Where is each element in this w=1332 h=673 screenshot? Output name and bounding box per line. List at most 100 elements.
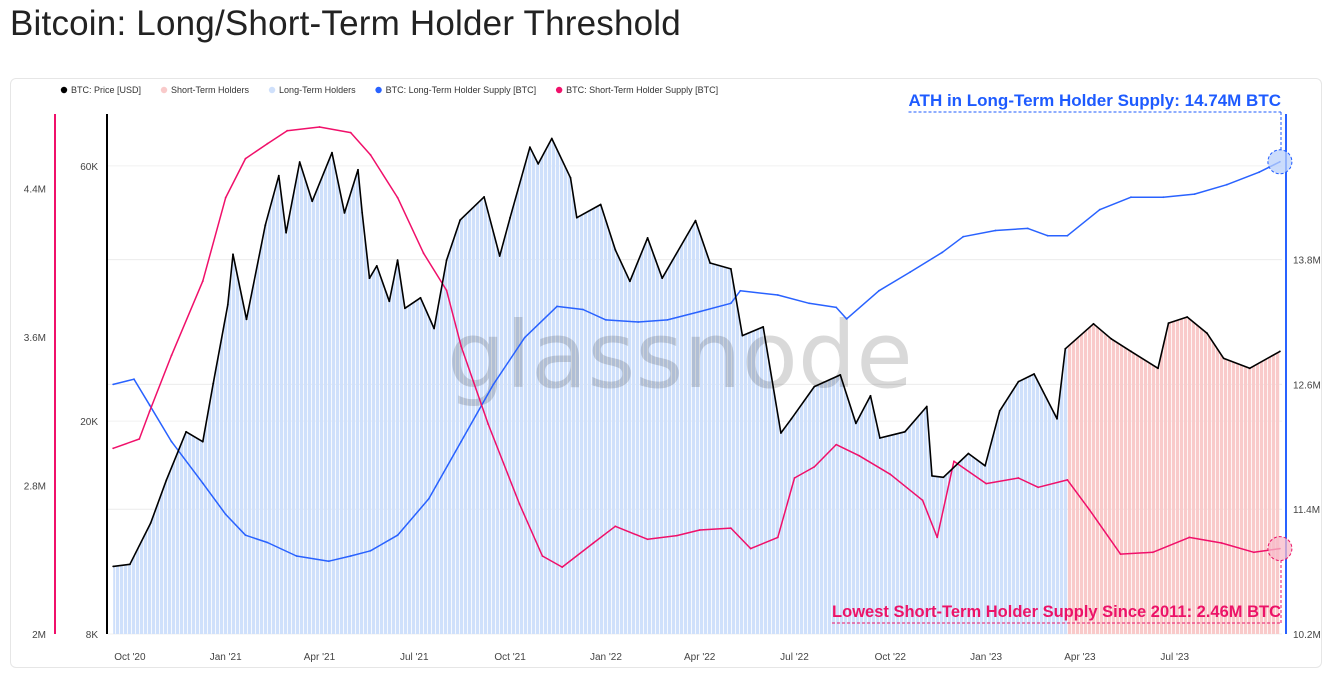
data-point [509, 216, 511, 219]
x-axis-tick-label: Jul '21 [400, 652, 429, 663]
data-point [487, 423, 490, 425]
data-point [889, 473, 892, 476]
data-point [1092, 322, 1095, 325]
legend-item-btc-long-term-holder-supply-btc[interactable]: BTC: Long-Term Holder Supply [BTC] [375, 85, 536, 95]
series-btc-short-term-holder-supply-btc [112, 126, 1281, 568]
data-point [629, 280, 631, 283]
legend-item-short-term-holders[interactable]: Short-Term Holders [160, 85, 250, 95]
lth-axis-tick-label: 12.6M [1293, 380, 1321, 391]
data-point [396, 259, 399, 261]
data-point [357, 168, 359, 171]
annotation-marker [1267, 536, 1293, 562]
data-point [839, 374, 842, 376]
data-point [1130, 350, 1132, 353]
x-axis-tick-label: Oct '22 [875, 652, 907, 663]
x-axis-tick-label: Jul '22 [780, 652, 809, 663]
data-point [925, 405, 928, 408]
data-point [1258, 171, 1260, 174]
data-point [813, 385, 816, 388]
data-point [813, 466, 816, 468]
annotation-label: Lowest Short-Term Holder Supply Since 20… [832, 603, 1281, 621]
data-point [170, 440, 173, 443]
annotation-lth-ath: ATH in Long-Term Holder Supply: 14.74M B… [908, 91, 1293, 175]
data-point [666, 319, 669, 321]
data-point [614, 248, 617, 251]
data-point [1188, 536, 1191, 539]
legend-item-btc-price-usd[interactable]: BTC: Price [USD] [60, 85, 141, 95]
data-point [1167, 322, 1170, 324]
annotation-sth-low: Lowest Short-Term Holder Supply Since 20… [832, 536, 1293, 624]
data-point [277, 174, 280, 177]
data-point [1253, 551, 1255, 554]
data-point [1017, 477, 1020, 479]
page-title: Bitcoin: Long/Short-Term Holder Threshol… [10, 4, 681, 43]
data-point [165, 479, 168, 482]
data-point [605, 319, 607, 321]
data-point [730, 268, 732, 270]
data-point [1066, 234, 1069, 237]
data-point [698, 529, 701, 531]
data-point [675, 534, 678, 537]
data-point [739, 289, 742, 292]
data-point [1248, 367, 1251, 370]
x-axis-tick-label: Apr '22 [684, 652, 716, 663]
data-point [112, 447, 115, 450]
regime-fill-long-term-holders [113, 138, 1068, 634]
data-point [148, 410, 151, 412]
data-point [582, 308, 584, 311]
series-line [113, 161, 1281, 562]
data-point [244, 157, 247, 160]
legend-item-btc-short-term-holder-supply-btc[interactable]: BTC: Short-Term Holder Supply [BTC] [555, 85, 718, 95]
data-point [1206, 332, 1208, 335]
data-point [1225, 183, 1228, 186]
data-point [561, 566, 564, 568]
data-point [835, 306, 838, 309]
legend-dot [375, 86, 382, 94]
data-point [984, 464, 986, 467]
data-point [138, 438, 141, 440]
data-point [998, 410, 1001, 412]
series-btc-price-usd [112, 137, 1281, 568]
x-axis-tick-label: Jan '21 [210, 652, 242, 663]
data-point [741, 334, 744, 337]
data-point [941, 251, 944, 254]
data-point [1222, 357, 1225, 360]
data-point [1088, 508, 1091, 511]
data-point [855, 422, 857, 425]
legend-label: BTC: Short-Term Holder Supply [BTC] [566, 85, 718, 95]
data-point [599, 203, 602, 206]
x-axis-tick-label: Jan '23 [970, 652, 1002, 663]
regime-fill-short-term-holders [1067, 317, 1280, 634]
data-point [1157, 367, 1159, 370]
data-point [1056, 417, 1058, 420]
data-point [201, 482, 204, 485]
data-point [327, 560, 330, 563]
data-point [661, 277, 664, 280]
data-point [404, 307, 406, 310]
data-point [730, 527, 732, 529]
data-point [793, 477, 796, 479]
data-point [569, 176, 572, 179]
data-point [1119, 553, 1122, 555]
data-point [762, 326, 765, 328]
data-point [349, 131, 352, 134]
data-point [295, 555, 298, 557]
data-point [129, 563, 131, 566]
data-point [445, 259, 448, 261]
data-point [148, 404, 151, 407]
data-point [224, 513, 227, 516]
data-point [1193, 193, 1196, 196]
data-point [869, 394, 872, 397]
data-point [1162, 196, 1165, 199]
data-point [921, 499, 924, 502]
data-point [637, 321, 640, 323]
data-point [445, 289, 448, 292]
data-point [133, 378, 135, 381]
legend-item-long-term-holders[interactable]: Long-Term Holders [268, 85, 356, 95]
data-point [368, 277, 371, 280]
data-point [1037, 486, 1040, 489]
chart-frame [10, 78, 1322, 668]
x-axis-tick-label: Jul '23 [1160, 652, 1189, 663]
data-point [1110, 337, 1113, 340]
data-point [433, 327, 435, 330]
